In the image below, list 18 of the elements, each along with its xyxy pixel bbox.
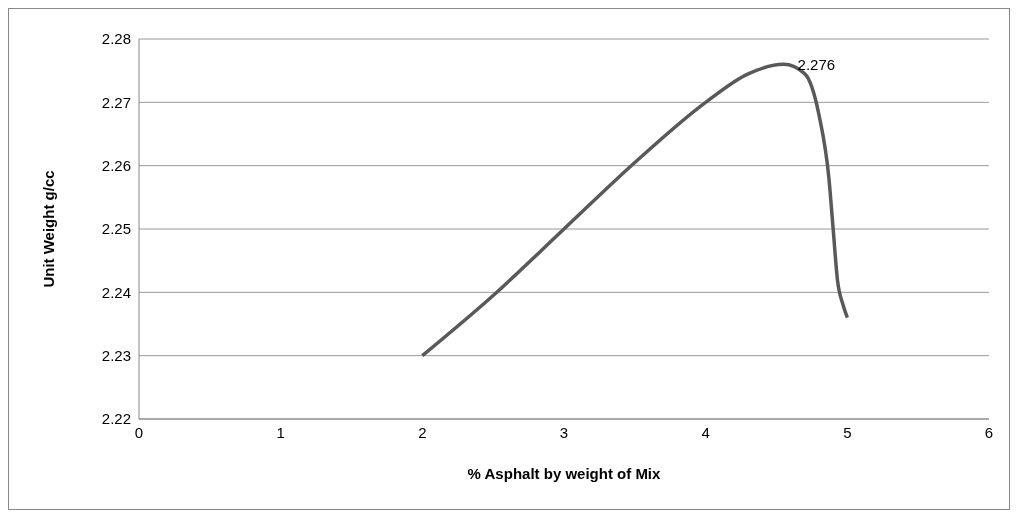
annotation: 2.276 [797,55,836,73]
y-axis-title: Unit Weight g/cc [40,170,58,288]
line-series [420,62,850,358]
x-tick-label: 1 [276,423,285,441]
x-axis-title: % Asphalt by weight of Mix [467,465,662,482]
y-tick-label: 2.22 [101,410,131,428]
x-tick-label: 5 [843,423,852,441]
y-tick-label: 2.26 [101,156,131,174]
y-tick-label: 2.23 [101,346,131,364]
y-tick-label: 2.27 [101,93,131,111]
x-tick-label: 3 [559,423,569,441]
y-tick-label: 2.28 [101,30,131,48]
y-tick-label: 2.24 [101,283,131,301]
x-tick-label: 6 [984,423,994,441]
x-tick-label: 0 [134,423,144,441]
x-tick-label: 4 [701,423,710,441]
x-tick-label: 2 [418,423,427,441]
y-tick-label: 2.25 [101,220,131,238]
